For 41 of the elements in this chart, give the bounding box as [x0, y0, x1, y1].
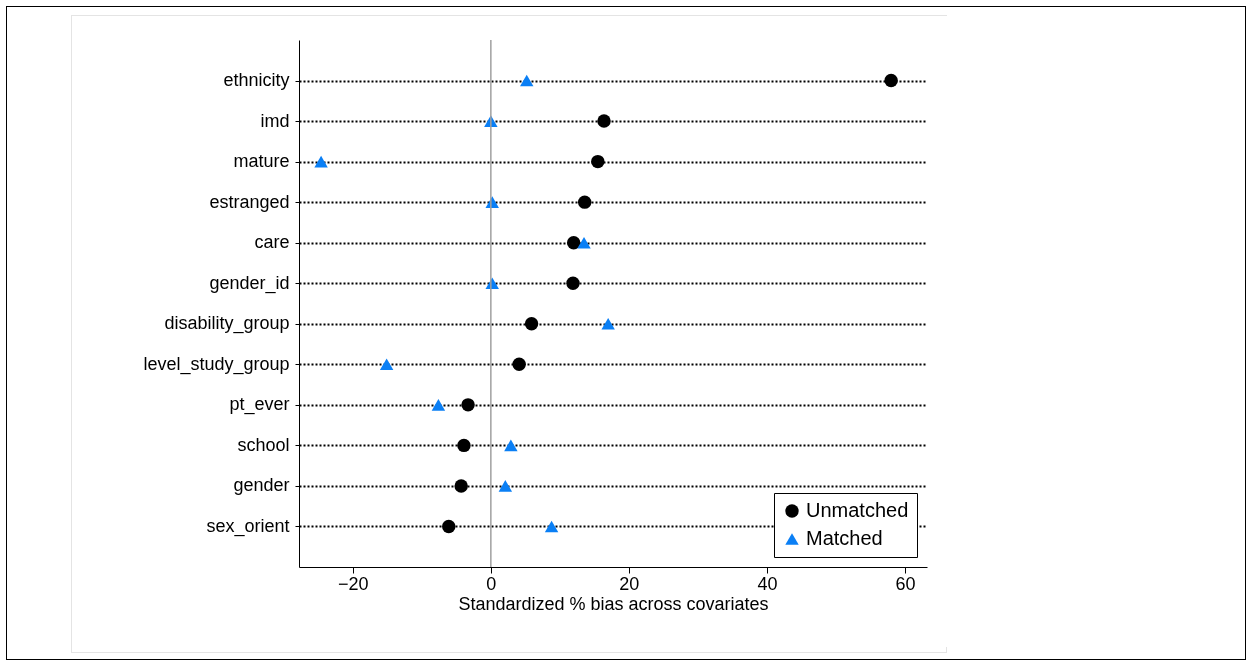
y-tick-label: sex_orient — [206, 515, 290, 537]
point — [504, 439, 518, 452]
y-tick-label: mature — [233, 151, 290, 172]
y-tick-label: ethnicity — [223, 70, 290, 91]
x-tick-label: 0 — [486, 573, 497, 594]
x-axis-title: Standardized % bias across covariates — [458, 593, 769, 614]
point — [461, 398, 475, 412]
point — [884, 73, 898, 88]
y-tick-label: care — [254, 232, 290, 253]
point — [544, 520, 559, 533]
y-tick-label: estranged — [209, 191, 290, 212]
point — [520, 74, 534, 87]
point — [442, 519, 456, 534]
x-tick-label: 60 — [895, 573, 916, 594]
point — [379, 358, 394, 371]
x-tick-label: 20 — [619, 573, 640, 594]
point — [577, 236, 591, 249]
legend-label: Matched — [806, 527, 883, 549]
point — [498, 480, 513, 492]
point — [431, 399, 446, 411]
y-tick-label: school — [237, 434, 290, 455]
y-tick-label: imd — [260, 110, 290, 131]
point — [512, 357, 526, 371]
y-tick-label: gender_id — [209, 272, 290, 294]
y-tick-label: disability_group — [164, 313, 290, 335]
y-tick-label: level_study_group — [143, 353, 290, 375]
point — [566, 236, 581, 250]
point — [578, 195, 592, 209]
legend-label: Unmatched — [806, 499, 909, 521]
point — [597, 114, 611, 128]
y-tick-label: gender — [233, 475, 290, 496]
x-tick-label: 40 — [757, 573, 778, 594]
point — [454, 479, 468, 493]
point — [314, 155, 328, 168]
point — [601, 317, 615, 330]
point — [524, 317, 539, 331]
x-tick-label: −20 — [338, 573, 369, 594]
point — [591, 154, 605, 169]
point — [457, 438, 471, 453]
point — [566, 276, 580, 290]
y-tick-label: pt_ever — [229, 394, 290, 416]
